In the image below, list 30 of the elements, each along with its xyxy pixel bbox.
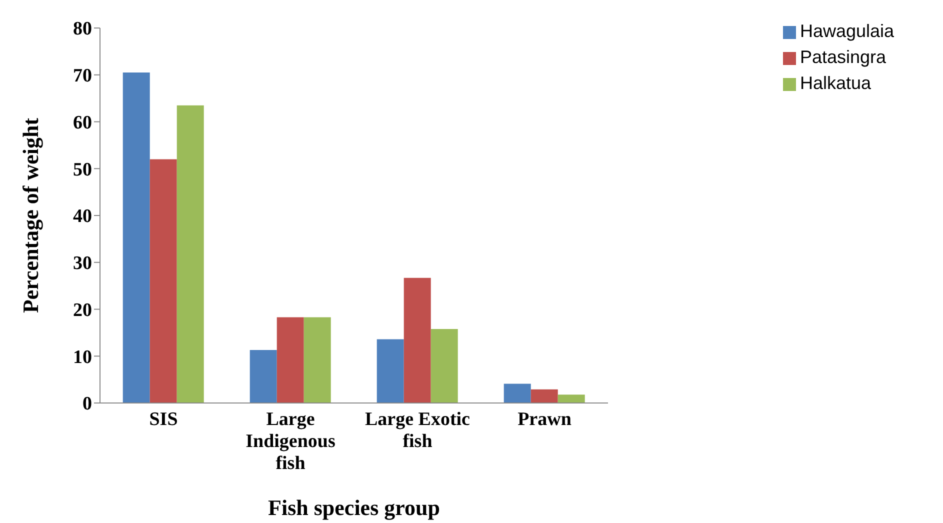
bar bbox=[530, 389, 558, 403]
legend-label: Patasingra bbox=[800, 47, 886, 67]
y-tick-label: 50 bbox=[73, 159, 92, 180]
legend-label: Halkatua bbox=[800, 73, 872, 93]
bar bbox=[558, 394, 585, 403]
y-tick-label: 10 bbox=[73, 346, 92, 368]
bar bbox=[376, 339, 404, 403]
y-tick-label: 0 bbox=[82, 394, 92, 415]
y-tick-label: 70 bbox=[73, 66, 92, 87]
bar bbox=[250, 350, 277, 403]
bar bbox=[404, 278, 431, 403]
bar bbox=[430, 328, 458, 403]
x-axis-title: Fish species group bbox=[268, 495, 440, 520]
x-tick-label: Prawn bbox=[518, 409, 572, 430]
y-tick-label: 80 bbox=[73, 18, 92, 40]
y-axis-title: Percentage of weight bbox=[18, 117, 43, 314]
y-tick-label: 40 bbox=[73, 206, 92, 228]
bar bbox=[304, 317, 331, 403]
legend-label: Hawagulaia bbox=[800, 21, 894, 41]
x-tick-label: Large Exotic fish bbox=[364, 409, 470, 452]
bar bbox=[176, 105, 204, 403]
bar bbox=[150, 159, 177, 403]
x-tick-label: SIS bbox=[149, 409, 178, 430]
bar bbox=[276, 317, 304, 403]
y-tick-label: 60 bbox=[73, 112, 92, 134]
y-tick-label: 20 bbox=[73, 300, 92, 321]
x-tick-label: Large Indigenous fish bbox=[246, 409, 336, 474]
bar bbox=[122, 72, 150, 403]
y-tick-label: 30 bbox=[73, 253, 92, 274]
bar bbox=[504, 384, 531, 403]
